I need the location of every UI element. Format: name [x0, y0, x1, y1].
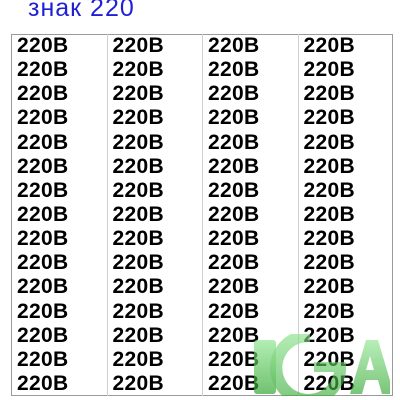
voltage-label: 220В — [208, 58, 260, 82]
voltage-label: 220В — [208, 323, 260, 347]
voltage-label: 220В — [208, 347, 260, 371]
voltage-label: 220В — [208, 130, 260, 154]
voltage-label: 220В — [112, 106, 164, 130]
voltage-label: 220В — [112, 275, 164, 299]
voltage-label: 220В — [112, 178, 164, 202]
voltage-label: 220В — [208, 275, 260, 299]
voltage-label: 220В — [17, 323, 69, 347]
voltage-label: 220В — [17, 130, 69, 154]
voltage-label: 220В — [17, 275, 69, 299]
voltage-label: 220В — [303, 82, 355, 106]
voltage-label: 220В — [112, 251, 164, 275]
voltage-label: 220В — [17, 154, 69, 178]
voltage-label: 220В — [112, 323, 164, 347]
voltage-label: 220В — [112, 227, 164, 251]
voltage-label: 220В — [112, 130, 164, 154]
voltage-label: 220В — [17, 251, 69, 275]
voltage-label: 220В — [112, 371, 164, 395]
voltage-label: 220В — [17, 178, 69, 202]
voltage-label: 220В — [17, 299, 69, 323]
voltage-label: 220В — [17, 82, 69, 106]
column-divider — [202, 34, 203, 396]
voltage-label: 220В — [112, 202, 164, 226]
watermark-logo — [254, 334, 390, 396]
voltage-label: 220В — [208, 82, 260, 106]
voltage-label: 220В — [208, 202, 260, 226]
voltage-label: 220В — [303, 58, 355, 82]
voltage-label: 220В — [208, 106, 260, 130]
voltage-label: 220В — [17, 347, 69, 371]
voltage-label: 220В — [303, 106, 355, 130]
voltage-label: 220В — [303, 299, 355, 323]
column-divider — [298, 34, 299, 396]
voltage-label: 220В — [17, 106, 69, 130]
voltage-label: 220В — [112, 299, 164, 323]
voltage-label: 220В — [112, 34, 164, 58]
voltage-label: 220В — [303, 202, 355, 226]
voltage-label: 220В — [303, 130, 355, 154]
voltage-label: 220В — [208, 371, 260, 395]
voltage-label: 220В — [112, 347, 164, 371]
voltage-label: 220В — [112, 58, 164, 82]
voltage-label: 220В — [208, 154, 260, 178]
voltage-label: 220В — [208, 227, 260, 251]
voltage-label: 220В — [303, 251, 355, 275]
page-title: знак 220 — [28, 0, 135, 22]
voltage-label: 220В — [208, 34, 260, 58]
label-grid: 220В 220В 220В 220В 220В 220В 220В 220В 220В 220В… — [11, 34, 393, 396]
voltage-label: 220В — [17, 34, 69, 58]
voltage-label: 220В — [112, 82, 164, 106]
voltage-label: 220В — [208, 299, 260, 323]
voltage-label: 220В — [17, 202, 69, 226]
voltage-label: 220В — [303, 323, 355, 347]
voltage-label: 220В — [17, 227, 69, 251]
voltage-label: 220В — [17, 371, 69, 395]
voltage-label: 220В — [303, 34, 355, 58]
voltage-label: 220В — [303, 227, 355, 251]
voltage-label: 220В — [303, 178, 355, 202]
voltage-label: 220В — [208, 251, 260, 275]
column-divider — [107, 34, 108, 396]
voltage-label: 220В — [303, 154, 355, 178]
voltage-label: 220В — [17, 58, 69, 82]
voltage-label: 220В — [112, 154, 164, 178]
voltage-label: 220В — [208, 178, 260, 202]
voltage-label: 220В — [303, 275, 355, 299]
